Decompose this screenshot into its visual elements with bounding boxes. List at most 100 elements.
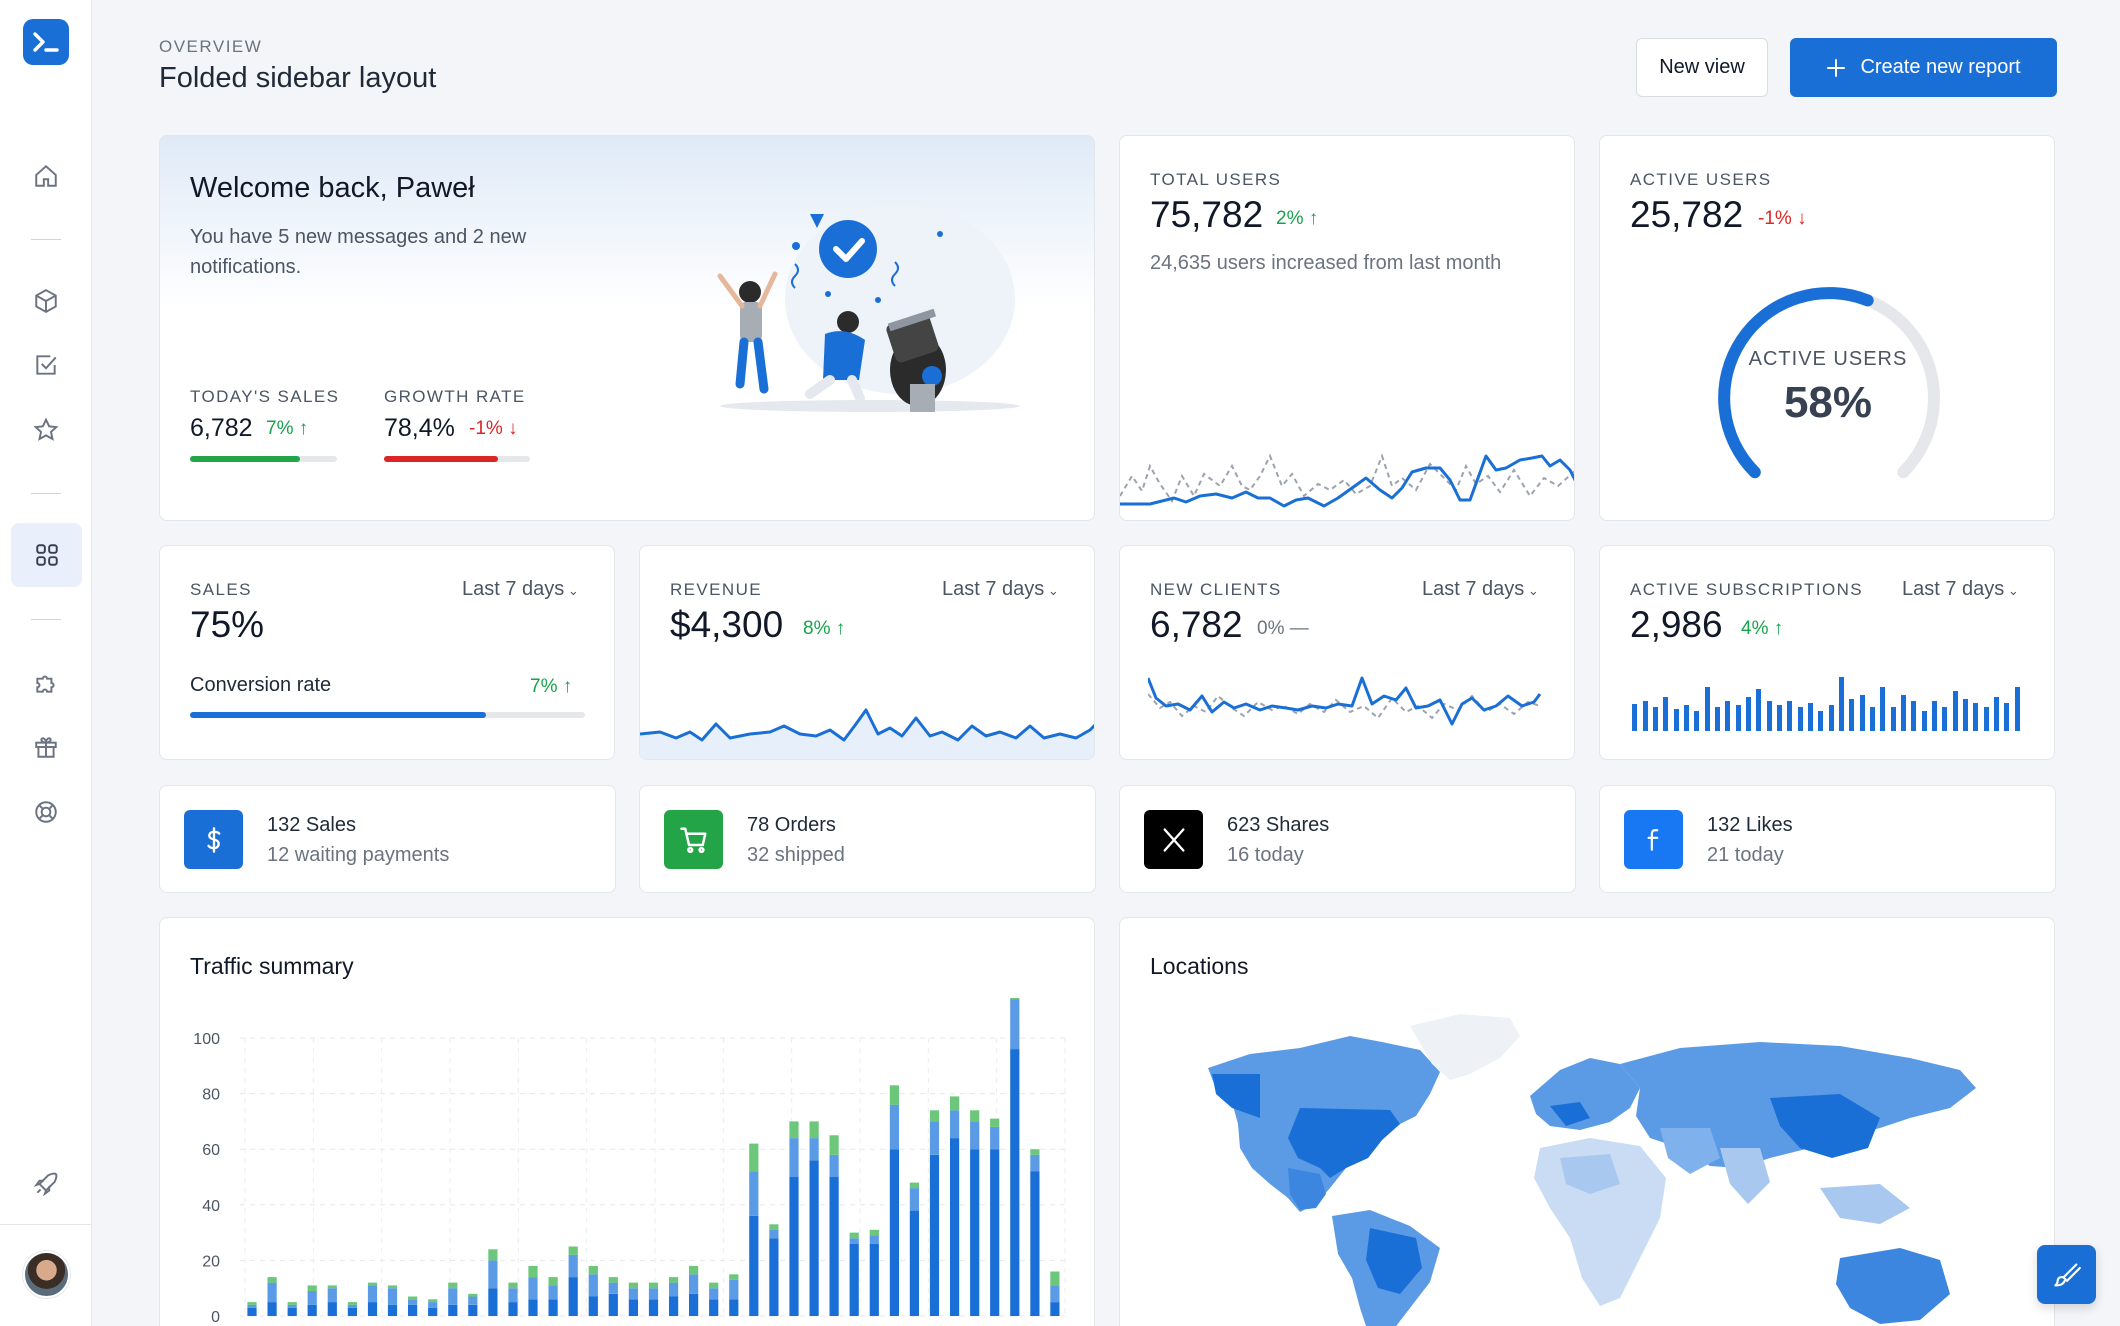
bar-segment[interactable]: [809, 1160, 819, 1316]
bar-segment[interactable]: [1050, 1302, 1060, 1316]
bar-segment[interactable]: [367, 1285, 378, 1303]
bar-segment[interactable]: [950, 1110, 960, 1139]
new-view-button[interactable]: New view: [1636, 38, 1768, 97]
sidebar-item-favorites[interactable]: [23, 407, 69, 453]
bar-segment[interactable]: [628, 1288, 638, 1300]
bar-segment[interactable]: [929, 1110, 940, 1122]
bar-segment[interactable]: [929, 1121, 940, 1155]
bar-segment[interactable]: [669, 1296, 679, 1317]
bar-segment[interactable]: [769, 1224, 779, 1230]
bar-segment[interactable]: [648, 1299, 659, 1316]
bar-segment[interactable]: [548, 1299, 558, 1316]
bar-segment[interactable]: [669, 1277, 679, 1283]
customize-button[interactable]: [2037, 1245, 2096, 1304]
bar-segment[interactable]: [849, 1243, 859, 1316]
bar-segment[interactable]: [448, 1304, 458, 1316]
bar-segment[interactable]: [1050, 1285, 1060, 1303]
bar-segment[interactable]: [628, 1299, 638, 1316]
shares-summary-card[interactable]: 623 Shares 16 today: [1119, 785, 1576, 893]
bar-segment[interactable]: [408, 1296, 418, 1300]
bar-segment[interactable]: [749, 1143, 759, 1172]
bar-segment[interactable]: [548, 1277, 558, 1286]
bar-segment[interactable]: [729, 1274, 739, 1280]
bar-segment[interactable]: [1010, 1049, 1020, 1316]
bar-segment[interactable]: [287, 1304, 297, 1308]
bar-segment[interactable]: [849, 1232, 859, 1239]
bar-segment[interactable]: [247, 1304, 257, 1308]
sidebar-item-integrations[interactable]: [23, 660, 69, 706]
bar-segment[interactable]: [367, 1302, 378, 1316]
sidebar-item-support[interactable]: [23, 789, 69, 835]
bar-segment[interactable]: [809, 1121, 819, 1139]
bar-segment[interactable]: [568, 1277, 578, 1316]
bar-segment[interactable]: [528, 1277, 538, 1300]
bar-segment[interactable]: [267, 1302, 277, 1316]
bar-segment[interactable]: [970, 1149, 980, 1316]
bar-segment[interactable]: [829, 1154, 839, 1177]
bar-segment[interactable]: [428, 1302, 438, 1308]
bar-segment[interactable]: [307, 1291, 317, 1305]
bar-segment[interactable]: [588, 1296, 598, 1317]
bar-segment[interactable]: [387, 1285, 398, 1289]
bar-segment[interactable]: [468, 1304, 478, 1316]
range-dropdown[interactable]: Last 7 days ⌄: [942, 578, 1059, 601]
bar-segment[interactable]: [1030, 1154, 1040, 1172]
bar-segment[interactable]: [990, 1118, 1000, 1127]
bar-segment[interactable]: [448, 1282, 458, 1289]
bar-segment[interactable]: [689, 1274, 699, 1294]
avatar[interactable]: [23, 1251, 70, 1298]
orders-summary-card[interactable]: 78 Orders 32 shipped: [639, 785, 1096, 893]
bar-segment[interactable]: [287, 1307, 297, 1316]
bar-segment[interactable]: [729, 1299, 739, 1316]
create-report-button[interactable]: Create new report: [1790, 38, 2057, 97]
map-india[interactable]: [1720, 1148, 1770, 1204]
bar-segment[interactable]: [909, 1210, 919, 1316]
bar-segment[interactable]: [970, 1110, 980, 1122]
bar-segment[interactable]: [508, 1288, 518, 1303]
map-australia[interactable]: [1836, 1248, 1950, 1324]
bar-segment[interactable]: [1050, 1271, 1060, 1286]
bar-segment[interactable]: [1030, 1171, 1040, 1316]
bar-segment[interactable]: [588, 1274, 598, 1297]
bar-segment[interactable]: [729, 1279, 739, 1300]
bar-segment[interactable]: [889, 1085, 899, 1105]
bar-segment[interactable]: [307, 1304, 317, 1316]
bar-segment[interactable]: [568, 1246, 578, 1255]
bar-segment[interactable]: [448, 1288, 458, 1305]
sidebar-item-home[interactable]: [23, 153, 69, 199]
bar-segment[interactable]: [889, 1149, 899, 1316]
map-western-europe[interactable]: [1550, 1102, 1590, 1126]
bar-segment[interactable]: [869, 1243, 879, 1316]
bar-segment[interactable]: [327, 1285, 337, 1289]
map-middle-east[interactable]: [1660, 1128, 1720, 1174]
bar-segment[interactable]: [709, 1299, 719, 1316]
map-mexico[interactable]: [1288, 1168, 1326, 1210]
bar-segment[interactable]: [689, 1266, 699, 1275]
bar-segment[interactable]: [508, 1282, 518, 1289]
bar-segment[interactable]: [990, 1127, 1000, 1150]
logo[interactable]: [23, 19, 69, 65]
bar-segment[interactable]: [789, 1121, 799, 1139]
bar-segment[interactable]: [769, 1229, 779, 1239]
bar-segment[interactable]: [488, 1260, 498, 1289]
bar-segment[interactable]: [809, 1138, 819, 1161]
bar-segment[interactable]: [849, 1238, 859, 1244]
map-china[interactable]: [1770, 1094, 1880, 1158]
bar-segment[interactable]: [648, 1288, 659, 1300]
bar-segment[interactable]: [387, 1304, 398, 1316]
map-usa[interactable]: [1288, 1108, 1400, 1178]
bar-segment[interactable]: [1010, 999, 1020, 1050]
bar-segment[interactable]: [689, 1293, 699, 1316]
bar-segment[interactable]: [528, 1266, 538, 1278]
sidebar-item-dashboard[interactable]: [11, 523, 82, 587]
bar-segment[interactable]: [789, 1138, 799, 1177]
bar-segment[interactable]: [307, 1285, 317, 1291]
bar-segment[interactable]: [347, 1302, 357, 1305]
bar-segment[interactable]: [869, 1235, 879, 1244]
bar-segment[interactable]: [608, 1293, 618, 1316]
sidebar-item-products[interactable]: [23, 278, 69, 324]
map-brazil[interactable]: [1366, 1228, 1422, 1294]
bar-segment[interactable]: [909, 1188, 919, 1211]
bar-segment[interactable]: [508, 1302, 518, 1316]
bar-segment[interactable]: [749, 1171, 759, 1216]
